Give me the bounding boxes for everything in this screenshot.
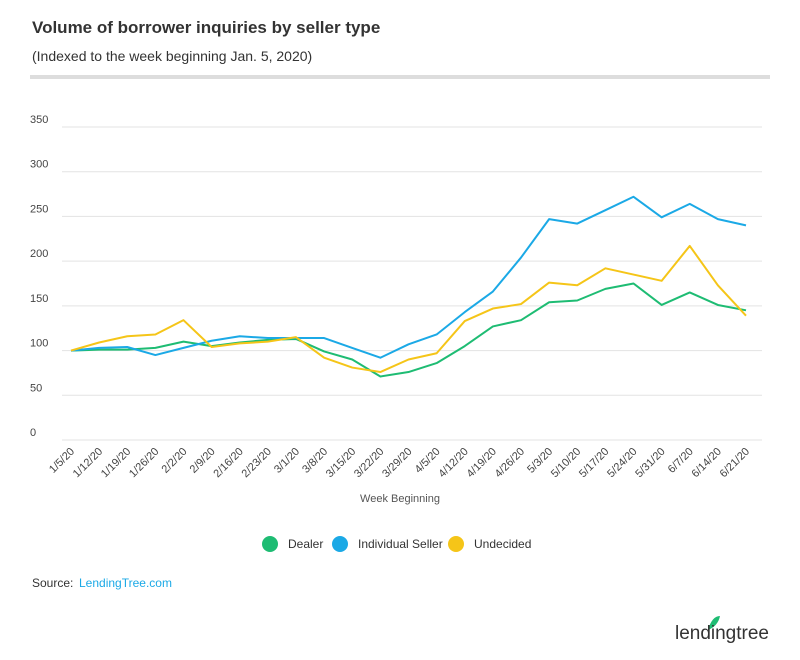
legend-label: Undecided [474,537,531,551]
series-line [70,282,747,378]
x-tick-label: 6/14/20 [690,446,724,480]
chart-title: Volume of borrower inquiries by seller t… [32,18,380,37]
y-tick-label: 350 [30,114,48,126]
x-tick-label: 4/12/20 [436,446,470,480]
x-tick-label: 3/1/20 [272,446,302,476]
x-tick-label: 1/12/20 [71,446,105,480]
x-axis-label: Week Beginning [360,493,440,505]
x-tick-label: 1/26/20 [127,446,161,480]
y-tick-label: 200 [30,248,48,260]
y-tick-label: 250 [30,203,48,215]
x-tick-label: 2/2/20 [160,446,190,476]
source-link[interactable]: LendingTree.com [79,576,172,590]
x-tick-label: 2/16/20 [211,446,245,480]
x-tick-label: 3/15/20 [324,446,358,480]
logo-leaf [708,616,720,630]
y-tick-label: 50 [30,382,42,394]
source-label: Source: [32,576,73,590]
legend-label: Dealer [288,537,323,551]
x-tick-label: 3/22/20 [352,446,386,480]
x-tick-label: 5/24/20 [605,446,639,480]
logo: lendingtree [675,623,769,644]
series-line [70,195,747,359]
x-tick-label: 4/19/20 [465,446,499,480]
series-line [70,244,747,374]
x-tick-label: 5/17/20 [577,446,611,480]
legend-label: Individual Seller [358,537,443,551]
x-tick-label: 1/19/20 [99,446,133,480]
legend-marker [332,536,348,552]
x-tick-label: 6/21/20 [718,446,752,480]
y-tick-label: 0 [30,427,36,439]
legend-marker [262,536,278,552]
x-tick-label: 5/31/20 [633,446,667,480]
legend: Dealer Individual Seller Undecided [262,536,531,552]
x-tick-label: 3/29/20 [380,446,414,480]
x-tick-label: 4/26/20 [493,446,527,480]
y-tick-label: 150 [30,293,48,305]
x-tick-label: 5/10/20 [549,446,583,480]
y-tick-label: 300 [30,159,48,171]
chart-subtitle: (Indexed to the week beginning Jan. 5, 2… [32,48,312,64]
x-tick-label: 2/23/20 [240,446,274,480]
legend-marker [448,536,464,552]
y-tick-label: 100 [30,338,48,350]
